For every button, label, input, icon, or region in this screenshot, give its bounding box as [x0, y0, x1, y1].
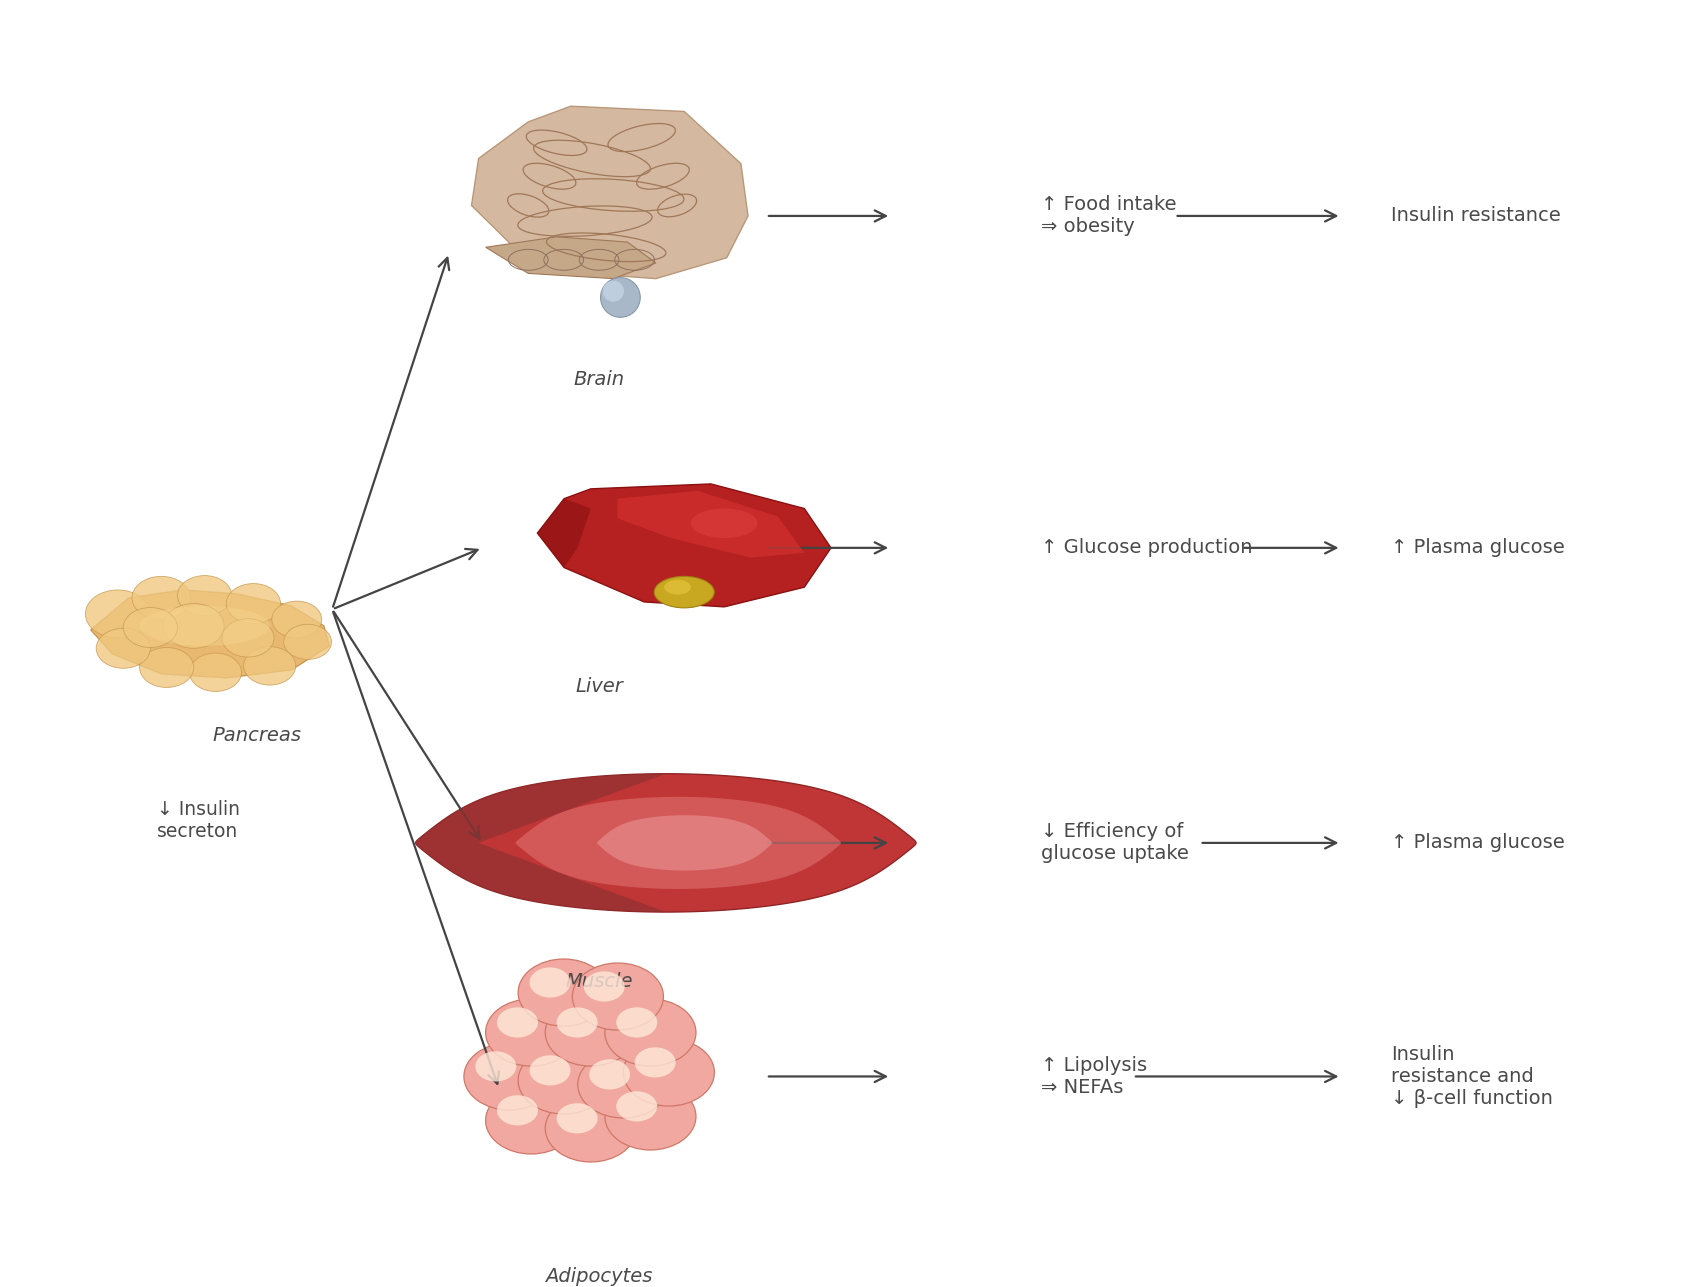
Circle shape: [486, 999, 577, 1066]
Circle shape: [476, 1051, 516, 1081]
Circle shape: [163, 604, 224, 649]
Text: ↓ Insulin
secreton: ↓ Insulin secreton: [156, 799, 241, 840]
Circle shape: [518, 1046, 609, 1115]
Circle shape: [530, 968, 570, 997]
Circle shape: [616, 1008, 658, 1037]
Text: Muscle: Muscle: [565, 972, 632, 991]
Polygon shape: [538, 484, 831, 607]
Text: Brain: Brain: [574, 369, 624, 389]
Circle shape: [178, 575, 232, 615]
Circle shape: [244, 646, 296, 685]
Circle shape: [284, 624, 331, 659]
Polygon shape: [516, 797, 841, 889]
Circle shape: [616, 1091, 658, 1121]
Text: ↑ Plasma glucose: ↑ Plasma glucose: [1391, 834, 1566, 852]
Circle shape: [272, 601, 321, 638]
Circle shape: [545, 999, 636, 1066]
Circle shape: [190, 653, 242, 691]
Circle shape: [624, 1039, 715, 1106]
Circle shape: [486, 1086, 577, 1154]
Text: ↓ Efficiency of
glucose uptake: ↓ Efficiency of glucose uptake: [1041, 822, 1189, 864]
Circle shape: [222, 619, 274, 658]
Circle shape: [557, 1008, 597, 1037]
Circle shape: [96, 628, 150, 668]
Text: Pancreas: Pancreas: [212, 726, 301, 745]
Circle shape: [131, 577, 190, 619]
Ellipse shape: [691, 508, 757, 538]
Circle shape: [123, 607, 178, 647]
Polygon shape: [538, 498, 590, 568]
Ellipse shape: [602, 281, 624, 301]
Polygon shape: [415, 773, 666, 912]
Text: ↑ Lipolysis
⇒ NEFAs: ↑ Lipolysis ⇒ NEFAs: [1041, 1055, 1147, 1097]
Circle shape: [584, 972, 624, 1001]
Circle shape: [518, 959, 609, 1026]
Circle shape: [634, 1048, 676, 1077]
Polygon shape: [91, 589, 330, 678]
Polygon shape: [597, 815, 772, 870]
Circle shape: [530, 1055, 570, 1085]
Text: ↑ Plasma glucose: ↑ Plasma glucose: [1391, 538, 1566, 557]
Text: Liver: Liver: [575, 677, 622, 696]
Circle shape: [579, 1051, 669, 1118]
Circle shape: [606, 999, 696, 1066]
Polygon shape: [471, 107, 748, 278]
Circle shape: [557, 1103, 597, 1134]
Polygon shape: [617, 490, 804, 557]
Circle shape: [496, 1095, 538, 1125]
Ellipse shape: [654, 577, 715, 607]
Text: Adipocytes: Adipocytes: [545, 1266, 653, 1286]
Circle shape: [589, 1059, 631, 1090]
Text: Insulin
resistance and
↓ β-cell function: Insulin resistance and ↓ β-cell function: [1391, 1045, 1554, 1108]
Polygon shape: [486, 237, 656, 278]
Text: ↑ Glucose production: ↑ Glucose production: [1041, 538, 1253, 557]
Circle shape: [227, 583, 281, 623]
Circle shape: [606, 1082, 696, 1151]
Ellipse shape: [140, 606, 269, 646]
Ellipse shape: [600, 278, 641, 318]
Text: ↑ Food intake
⇒ obesity: ↑ Food intake ⇒ obesity: [1041, 196, 1177, 237]
Circle shape: [572, 963, 663, 1030]
Ellipse shape: [664, 580, 691, 595]
Circle shape: [464, 1042, 555, 1109]
Circle shape: [140, 647, 193, 687]
Circle shape: [545, 1095, 636, 1162]
Circle shape: [496, 1008, 538, 1037]
Circle shape: [86, 589, 150, 638]
Polygon shape: [415, 773, 917, 912]
Text: Insulin resistance: Insulin resistance: [1391, 206, 1561, 225]
